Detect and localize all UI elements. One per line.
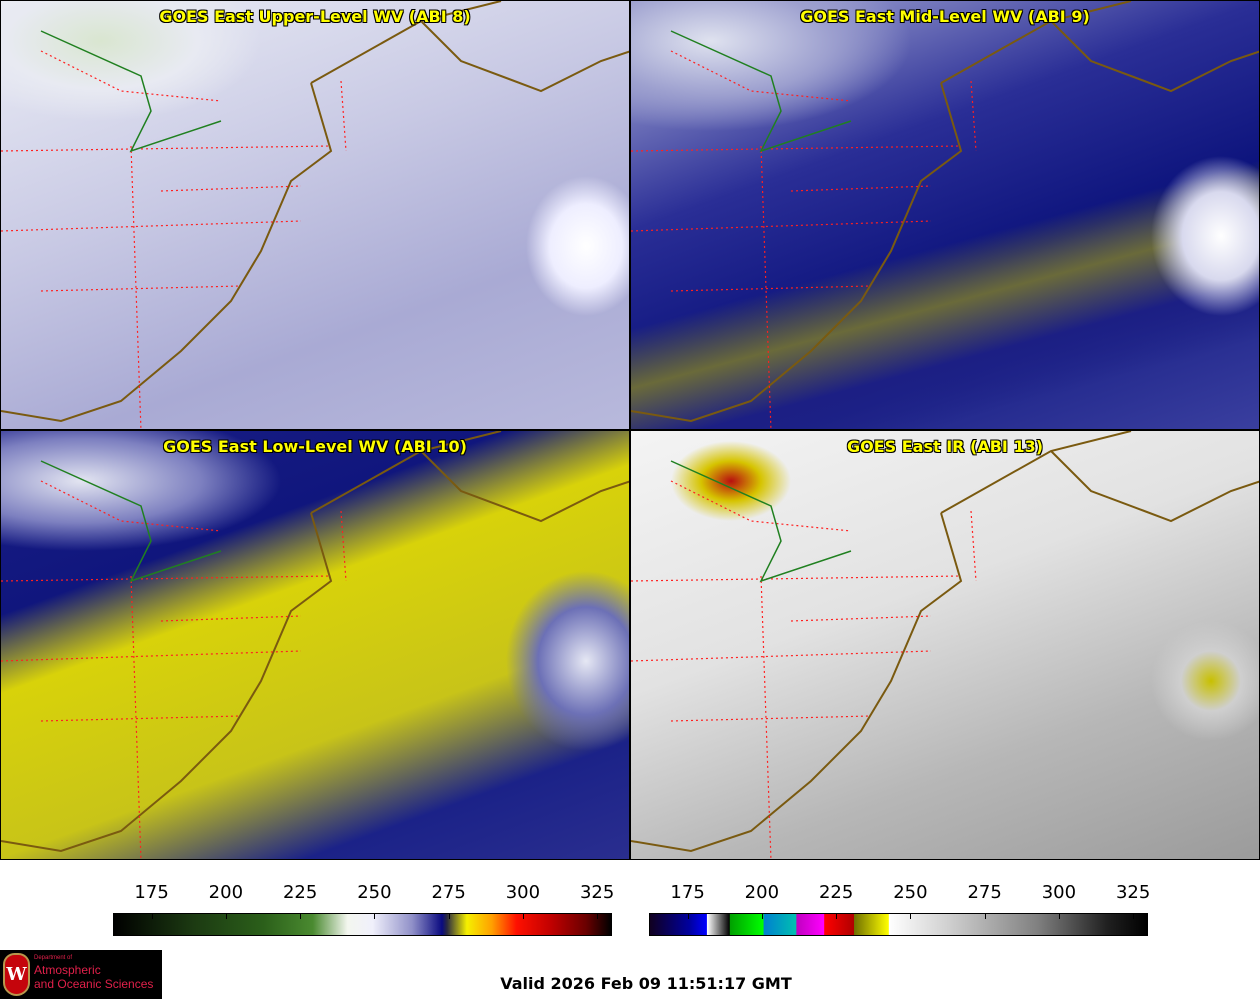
panel-low-level-wv: GOES East Low-Level WV (ABI 10) <box>0 430 630 860</box>
colorbar-tick <box>687 913 689 919</box>
colorbar-tick-label: 200 <box>208 882 244 903</box>
colorbar-tick-label: 325 <box>579 882 615 903</box>
logo-line1: Department of <box>34 955 73 961</box>
infrared-colorbar <box>649 913 1148 936</box>
valid-time: Valid 2026 Feb 09 11:51:17 GMT <box>500 974 792 993</box>
colorbar-tick-label: 225 <box>818 882 854 903</box>
map-overlay <box>631 1 1259 429</box>
colorbar-tick <box>300 913 302 919</box>
colorbar-tick-label: 275 <box>431 882 466 903</box>
panel-title: GOES East Upper-Level WV (ABI 8) <box>159 7 471 26</box>
colorbar-tick <box>984 913 986 919</box>
colorbar-tick <box>1133 913 1135 919</box>
panel-title: GOES East Low-Level WV (ABI 10) <box>163 437 467 456</box>
logo-line2: Atmospheric <box>34 963 101 977</box>
map-overlay <box>1 431 629 859</box>
colorbar-tick <box>1058 913 1060 919</box>
colorbar-tick-label: 275 <box>967 882 1002 903</box>
colorbar-tick <box>151 913 153 919</box>
colorbar-tick-label: 175 <box>134 882 169 903</box>
colorbar-tick-label: 175 <box>670 882 705 903</box>
panel-title: GOES East Mid-Level WV (ABI 9) <box>800 7 1090 26</box>
map-overlay <box>1 1 629 429</box>
colorbar-tick-label: 300 <box>505 882 541 903</box>
colorbar-tick-label: 250 <box>357 882 392 903</box>
colorbar-tick <box>448 913 450 919</box>
colorbar-tick <box>761 913 763 919</box>
colorbar-tick <box>836 913 838 919</box>
colorbar-tick-label: 225 <box>282 882 318 903</box>
uw-shield-icon: W <box>3 953 30 996</box>
colorbar-tick-label: 300 <box>1041 882 1077 903</box>
colorbar-tick-label: 250 <box>893 882 928 903</box>
colorbar-tick <box>374 913 376 919</box>
colorbar-tick-label: 200 <box>744 882 780 903</box>
colorbar-tick <box>225 913 227 919</box>
panel-infrared: GOES East IR (ABI 13) <box>630 430 1260 860</box>
aos-logo: W Department of Atmospheric and Oceanic … <box>0 950 162 999</box>
colorbar-tick <box>910 913 912 919</box>
colorbar-tick <box>597 913 599 919</box>
panel-upper-level-wv: GOES East Upper-Level WV (ABI 8) <box>0 0 630 430</box>
colorbar-tick-label: 325 <box>1115 882 1151 903</box>
panel-mid-level-wv: GOES East Mid-Level WV (ABI 9) <box>630 0 1260 430</box>
water-vapor-colorbar <box>113 913 612 936</box>
logo-line3: and Oceanic Sciences <box>34 977 154 991</box>
panel-title: GOES East IR (ABI 13) <box>846 437 1044 456</box>
map-overlay <box>631 431 1259 859</box>
colorbar-tick <box>522 913 524 919</box>
